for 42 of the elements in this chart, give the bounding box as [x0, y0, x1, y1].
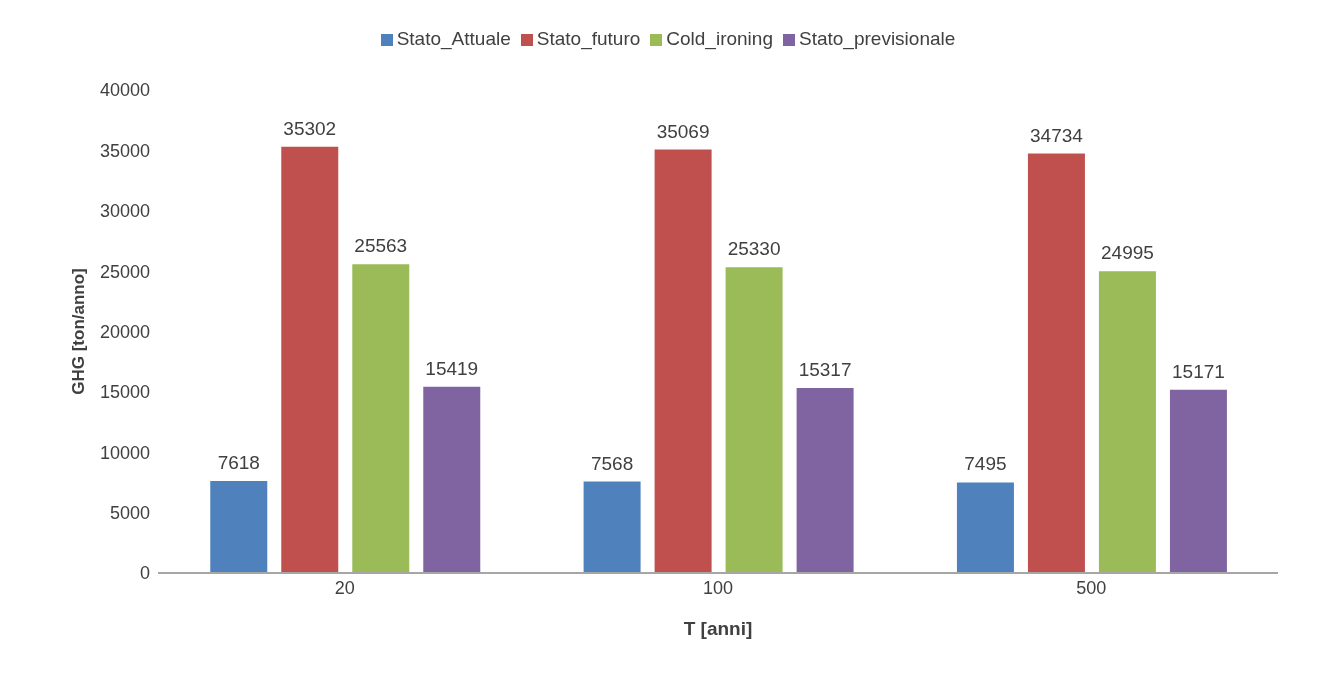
x-tick-label: 20	[334, 577, 355, 598]
y-tick-label: 35000	[99, 140, 150, 161]
data-label: 15419	[425, 357, 479, 379]
data-label: 34734	[1030, 124, 1084, 146]
data-label: 7568	[590, 452, 634, 474]
data-label: 15171	[1172, 360, 1225, 382]
bar	[352, 264, 410, 573]
y-tick-label: 20000	[99, 321, 150, 342]
data-label: 25563	[354, 235, 408, 257]
bar	[1027, 153, 1085, 573]
legend-label: Stato_futuro	[536, 28, 641, 49]
data-label: 25330	[727, 238, 781, 260]
x-axis-title: T [anni]	[683, 618, 753, 639]
data-label: 7495	[964, 453, 1007, 475]
y-tick-label: 25000	[99, 261, 150, 282]
data-label: 35069	[656, 120, 710, 142]
data-label: 24995	[1101, 242, 1154, 264]
x-tick-label: 500	[1076, 577, 1107, 598]
y-tick-label: 40000	[99, 80, 150, 101]
legend-label: Stato_Attuale	[396, 28, 511, 49]
bar	[423, 386, 481, 573]
y-tick-label: 30000	[99, 201, 150, 222]
data-label: 15317	[798, 359, 852, 381]
bar	[654, 149, 712, 573]
bar	[1098, 271, 1156, 573]
y-tick-label: 10000	[99, 442, 150, 463]
bar	[725, 267, 783, 573]
y-tick-label: 0	[139, 563, 150, 584]
bar	[796, 388, 854, 573]
bar	[210, 481, 268, 573]
bar	[1169, 389, 1227, 573]
bar	[583, 481, 641, 573]
y-tick-label: 15000	[99, 382, 150, 403]
bar	[956, 482, 1014, 573]
data-label: 35302	[283, 117, 337, 139]
data-label: 7618	[217, 452, 260, 474]
legend-label: Stato_previsionale	[798, 28, 956, 49]
y-tick-label: 5000	[109, 503, 150, 524]
y-axis-title: GHG [ton/anno]	[69, 268, 89, 395]
bar	[281, 146, 339, 573]
legend-label: Cold_ironing	[666, 28, 773, 49]
x-tick-label: 100	[702, 577, 734, 598]
